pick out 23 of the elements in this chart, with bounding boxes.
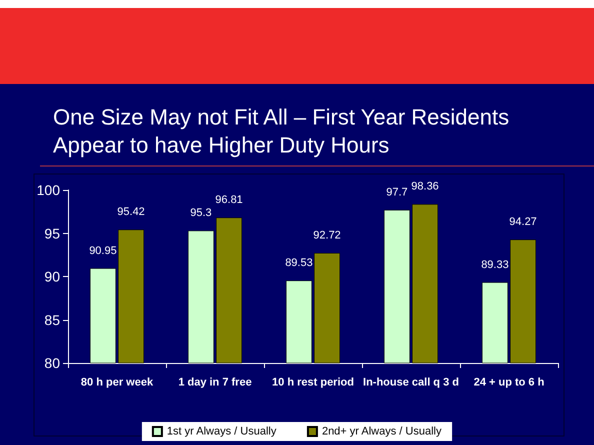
data-label: 90.95 [89,244,117,257]
data-label: 97.7 [386,186,408,198]
data-label: 89.53 [285,257,313,270]
chart-title: One Size May not Fit All – First Year Residents Appear to have Higher Duty Hours [53,104,516,158]
y-tick-label: 80 [44,355,60,371]
data-label: 89.33 [481,258,509,271]
x-tick-label: 10 h rest period [272,376,354,388]
data-label: 95.3 [190,207,212,220]
x-tick-label: 80 h per week [80,376,154,388]
x-tick-label: 1 day in 7 free [178,376,252,388]
data-label: 98.36 [411,180,439,193]
data-label: 95.42 [117,206,145,218]
y-tick-label: 90 [44,268,60,284]
y-tick-label: 95 [44,225,60,242]
legend-label: 1st yr Always / Usually [166,426,277,438]
y-tick-label: 100 [36,182,60,198]
data-label: 94.27 [509,216,537,228]
data-label: 96.81 [215,194,243,206]
x-tick-label: 24 + up to 6 h [474,376,545,388]
legend-label: 2nd+ yr Always / Usually [322,426,442,438]
data-label: 92.72 [313,229,341,242]
y-tick-label: 85 [44,312,60,328]
x-tick-label: In-house call q 3 d [363,376,459,388]
